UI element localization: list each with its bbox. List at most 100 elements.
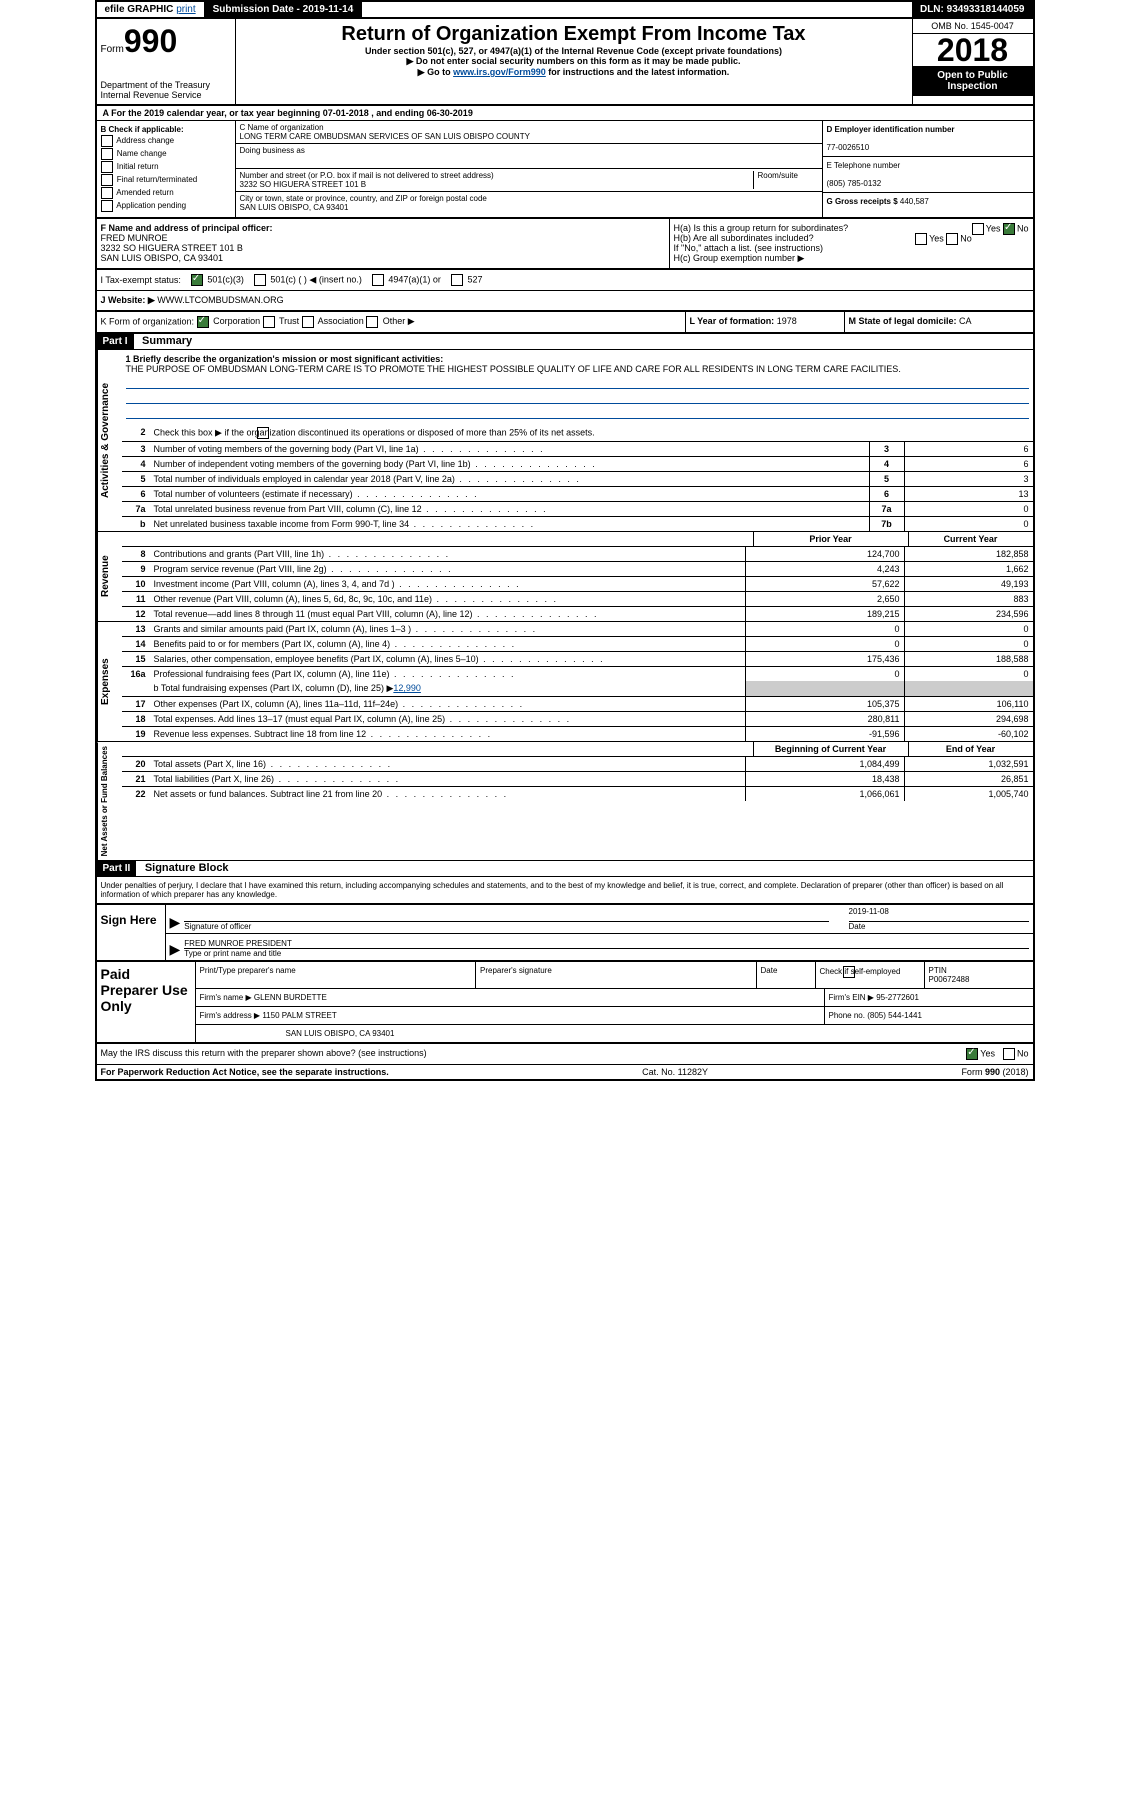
form-sub2: ▶ Do not enter social security numbers o…	[240, 56, 908, 67]
line-17: 17 Other expenses (Part IX, column (A), …	[122, 697, 1033, 712]
k-corp[interactable]: Corporation	[197, 316, 261, 326]
col-d: D Employer identification number 77-0026…	[822, 121, 1033, 217]
line-3: 3 Number of voting members of the govern…	[122, 442, 1033, 457]
chk-501c3[interactable]: 501(c)(3)	[191, 274, 244, 286]
footer-right: Form 990 (2018)	[961, 1067, 1028, 1077]
section-a: A For the 2019 calendar year, or tax yea…	[97, 106, 1033, 121]
chk-final-return[interactable]: Final return/terminated	[101, 174, 231, 186]
phone-label: E Telephone number	[827, 161, 901, 170]
k-trust[interactable]: Trust	[263, 316, 300, 326]
chk-initial-return[interactable]: Initial return	[101, 161, 231, 173]
col-b-title: B Check if applicable:	[101, 125, 184, 134]
chk-application-pending[interactable]: Application pending	[101, 200, 231, 212]
form-title: Return of Organization Exempt From Incom…	[240, 23, 908, 46]
prior-year-label: Prior Year	[753, 532, 908, 546]
begin-year-label: Beginning of Current Year	[753, 742, 908, 756]
phone-value: (805) 785-0132	[827, 179, 882, 188]
print-link[interactable]: print	[176, 4, 195, 15]
line-20: 20 Total assets (Part X, line 16) 1,084,…	[122, 757, 1033, 772]
firm-addr1: 1150 PALM STREET	[262, 1011, 336, 1020]
officer-name: FRED MUNROE	[101, 233, 168, 243]
discuss-yes[interactable]: Yes	[966, 1048, 995, 1060]
col-c: C Name of organization LONG TERM CARE OM…	[236, 121, 822, 217]
j-label: J Website: ▶	[101, 295, 155, 305]
firm-addr-label: Firm's address ▶	[200, 1011, 261, 1020]
addr-value: 3232 SO HIGUERA STREET 101 B	[240, 180, 753, 189]
current-year-label: Current Year	[908, 532, 1033, 546]
website-value: WWW.LTCOMBUDSMAN.ORG	[157, 295, 283, 305]
col-b: B Check if applicable: Address change Na…	[97, 121, 236, 217]
line-14: 14 Benefits paid to or for members (Part…	[122, 637, 1033, 652]
paid-preparer-label: Paid Preparer Use Only	[97, 962, 196, 1042]
discuss-label: May the IRS discuss this return with the…	[101, 1048, 427, 1060]
form-number: Form990	[101, 23, 231, 60]
line-6: 6 Total number of volunteers (estimate i…	[122, 487, 1033, 502]
paid-preparer-block: Paid Preparer Use Only Print/Type prepar…	[97, 962, 1033, 1044]
netassets-colhead: Beginning of Current Year End of Year	[122, 742, 1033, 757]
footer-left: For Paperwork Reduction Act Notice, see …	[101, 1067, 389, 1077]
tax-status-row: I Tax-exempt status: 501(c)(3) 501(c) ( …	[97, 270, 1033, 291]
line-2: 2 Check this box ▶ if the organization d…	[122, 425, 1033, 442]
chk-name-change[interactable]: Name change	[101, 148, 231, 160]
line-19: 19 Revenue less expenses. Subtract line …	[122, 727, 1033, 741]
declaration: Under penalties of perjury, I declare th…	[97, 877, 1033, 905]
discuss-no[interactable]: No	[1003, 1048, 1029, 1060]
netassets-section: Net Assets or Fund Balances Beginning of…	[97, 742, 1033, 861]
k-other[interactable]: Other ▶	[366, 316, 414, 326]
city-label: City or town, state or province, country…	[240, 194, 487, 203]
type-label: Type or print name and title	[184, 949, 281, 958]
part2-header: Part II	[97, 861, 137, 876]
arrow-icon: ▶	[170, 941, 181, 958]
line-13: 13 Grants and similar amounts paid (Part…	[122, 622, 1033, 637]
chk-4947[interactable]: 4947(a)(1) or	[372, 274, 441, 286]
gross-value: 440,587	[900, 197, 929, 206]
gross-label: G Gross receipts $	[827, 197, 900, 206]
header-center: Return of Organization Exempt From Incom…	[236, 19, 912, 104]
h-c: H(c) Group exemption number ▶	[674, 253, 1029, 264]
form990-link[interactable]: www.irs.gov/Form990	[453, 67, 546, 77]
self-emp-chk[interactable]	[843, 966, 855, 978]
chk-527[interactable]: 527	[451, 274, 483, 286]
line-15: 15 Salaries, other compensation, employe…	[122, 652, 1033, 667]
discontinued-chk[interactable]	[257, 427, 269, 439]
hb-yes[interactable]	[915, 233, 927, 245]
dln: DLN: 93493318144059	[912, 2, 1033, 17]
line16b-val: 12,990	[393, 683, 421, 693]
chk-501c[interactable]: 501(c) ( ) ◀ (insert no.)	[254, 274, 362, 286]
phone-cell: E Telephone number (805) 785-0132	[823, 157, 1033, 193]
org-name: LONG TERM CARE OMBUDSMAN SERVICES OF SAN…	[240, 132, 530, 141]
arrow-icon: ▶	[170, 914, 181, 931]
ha-yes[interactable]	[972, 223, 984, 235]
firm-ein-label: Firm's EIN ▶	[829, 993, 874, 1002]
irs-label: Internal Revenue Service	[101, 90, 231, 100]
addr-row: Number and street (or P.O. box if mail i…	[236, 169, 822, 192]
line-12: 12 Total revenue—add lines 8 through 11 …	[122, 607, 1033, 621]
line-b: b Net unrelated business taxable income …	[122, 517, 1033, 531]
k-assoc[interactable]: Association	[302, 316, 364, 326]
prep-row1: Print/Type preparer's name Preparer's si…	[196, 962, 1033, 989]
ein-value: 77-0026510	[827, 143, 870, 152]
line-9: 9 Program service revenue (Part VIII, li…	[122, 562, 1033, 577]
ha-no[interactable]	[1003, 223, 1015, 235]
end-year-label: End of Year	[908, 742, 1033, 756]
hb-no[interactable]	[946, 233, 958, 245]
k-form-row: K Form of organization: Corporation Trus…	[97, 312, 1033, 334]
chk-amended-return[interactable]: Amended return	[101, 187, 231, 199]
sign-here-label: Sign Here	[97, 905, 166, 960]
sig-officer-line: ▶ Signature of officer 2019-11-08 Date	[166, 905, 1033, 934]
ein-label: D Employer identification number	[827, 125, 955, 134]
mission-label: 1 Briefly describe the organization's mi…	[126, 354, 444, 364]
prep-row3: Firm's address ▶ 1150 PALM STREET Phone …	[196, 1007, 1033, 1025]
line-4: 4 Number of independent voting members o…	[122, 457, 1033, 472]
vlabel-net: Net Assets or Fund Balances	[97, 742, 122, 860]
footer-mid: Cat. No. 11282Y	[389, 1067, 962, 1077]
dept-label: Department of the Treasury	[101, 80, 231, 90]
part2: Part II Signature Block Under penalties …	[97, 861, 1033, 1064]
chk-address-change[interactable]: Address change	[101, 135, 231, 147]
header-right: OMB No. 1545-0047 2018 Open to Public In…	[912, 19, 1033, 104]
form-sub3: ▶ Go to www.irs.gov/Form990 for instruct…	[240, 67, 908, 78]
firm-phone: (805) 544-1441	[867, 1011, 922, 1020]
vlabel-gov: Activities & Governance	[97, 350, 122, 531]
expenses-section: Expenses 13 Grants and similar amounts p…	[97, 622, 1033, 742]
print-name-label: Print/Type preparer's name	[196, 962, 477, 988]
